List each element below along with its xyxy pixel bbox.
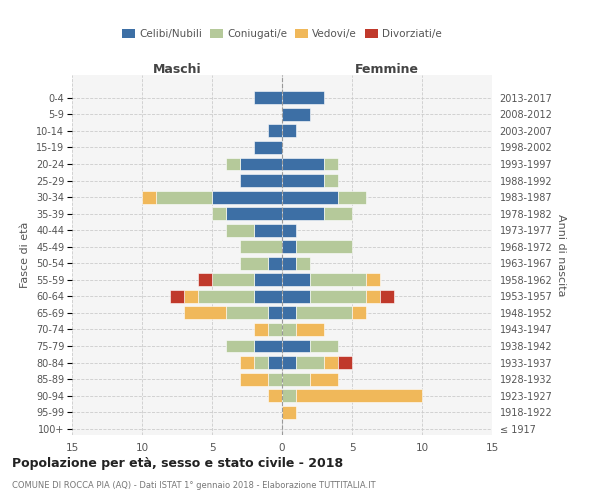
- Bar: [282, 190, 338, 203]
- Bar: [282, 257, 296, 270]
- Bar: [282, 356, 296, 369]
- Bar: [380, 290, 394, 303]
- Bar: [240, 356, 254, 369]
- Bar: [282, 372, 310, 386]
- Bar: [282, 224, 296, 236]
- Bar: [170, 290, 184, 303]
- Bar: [254, 274, 282, 286]
- Y-axis label: Fasce di età: Fasce di età: [20, 222, 31, 288]
- Bar: [282, 389, 296, 402]
- Text: COMUNE DI ROCCA PIA (AQ) - Dati ISTAT 1° gennaio 2018 - Elaborazione TUTTITALIA.: COMUNE DI ROCCA PIA (AQ) - Dati ISTAT 1°…: [12, 481, 376, 490]
- Bar: [282, 290, 310, 303]
- Bar: [366, 274, 380, 286]
- Text: Maschi: Maschi: [152, 64, 202, 76]
- Bar: [282, 340, 310, 352]
- Bar: [324, 207, 352, 220]
- Bar: [212, 274, 254, 286]
- Bar: [142, 190, 156, 203]
- Bar: [198, 290, 254, 303]
- Y-axis label: Anni di nascita: Anni di nascita: [556, 214, 566, 296]
- Bar: [254, 356, 268, 369]
- Bar: [240, 257, 268, 270]
- Bar: [268, 323, 282, 336]
- Bar: [184, 306, 226, 320]
- Bar: [226, 224, 254, 236]
- Text: Femmine: Femmine: [355, 64, 419, 76]
- Bar: [282, 274, 310, 286]
- Bar: [254, 141, 282, 154]
- Bar: [240, 158, 282, 170]
- Bar: [240, 240, 282, 253]
- Bar: [240, 174, 282, 187]
- Bar: [212, 190, 282, 203]
- Bar: [268, 372, 282, 386]
- Bar: [282, 323, 296, 336]
- Bar: [338, 356, 352, 369]
- Bar: [282, 207, 324, 220]
- Bar: [212, 207, 226, 220]
- Bar: [282, 158, 324, 170]
- Bar: [268, 124, 282, 138]
- Bar: [226, 207, 282, 220]
- Bar: [156, 190, 212, 203]
- Bar: [226, 306, 268, 320]
- Text: Popolazione per età, sesso e stato civile - 2018: Popolazione per età, sesso e stato civil…: [12, 458, 343, 470]
- Bar: [268, 389, 282, 402]
- Bar: [226, 158, 240, 170]
- Bar: [296, 306, 352, 320]
- Bar: [254, 323, 268, 336]
- Bar: [282, 108, 310, 121]
- Bar: [324, 158, 338, 170]
- Bar: [198, 274, 212, 286]
- Bar: [254, 224, 282, 236]
- Bar: [310, 274, 366, 286]
- Bar: [254, 340, 282, 352]
- Bar: [282, 174, 324, 187]
- Bar: [282, 124, 296, 138]
- Bar: [310, 290, 366, 303]
- Bar: [366, 290, 380, 303]
- Bar: [296, 389, 422, 402]
- Bar: [240, 372, 268, 386]
- Bar: [310, 372, 338, 386]
- Bar: [268, 306, 282, 320]
- Bar: [296, 356, 324, 369]
- Bar: [324, 356, 338, 369]
- Bar: [338, 190, 366, 203]
- Bar: [352, 306, 366, 320]
- Bar: [296, 323, 324, 336]
- Bar: [282, 240, 296, 253]
- Bar: [282, 92, 324, 104]
- Bar: [226, 340, 254, 352]
- Bar: [282, 306, 296, 320]
- Bar: [310, 340, 338, 352]
- Bar: [268, 257, 282, 270]
- Bar: [324, 174, 338, 187]
- Bar: [296, 240, 352, 253]
- Bar: [282, 406, 296, 418]
- Bar: [254, 92, 282, 104]
- Bar: [184, 290, 198, 303]
- Legend: Celibi/Nubili, Coniugati/e, Vedovi/e, Divorziati/e: Celibi/Nubili, Coniugati/e, Vedovi/e, Di…: [118, 24, 446, 43]
- Bar: [254, 290, 282, 303]
- Bar: [268, 356, 282, 369]
- Bar: [296, 257, 310, 270]
